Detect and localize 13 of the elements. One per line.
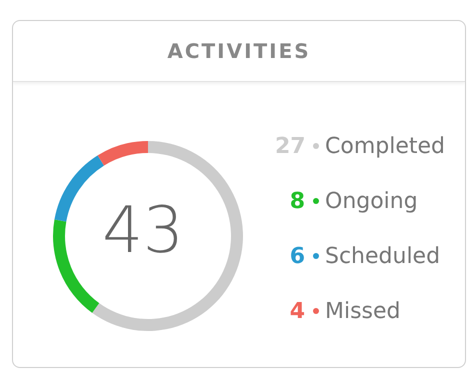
- legend-label: Scheduled: [325, 244, 440, 268]
- text: 43: [101, 193, 185, 270]
- legend-label: Missed: [325, 298, 401, 324]
- donut-slice: [53, 220, 100, 313]
- chart-title: ACTIVITIES: [13, 21, 465, 82]
- legend-label: Completed: [325, 134, 445, 158]
- donut-slice: [98, 141, 148, 166]
- legend-label: Ongoing: [325, 188, 418, 214]
- data-label: 6: [288, 244, 305, 268]
- donut-slice: [54, 155, 104, 222]
- donut-slice: [92, 141, 243, 331]
- data-label: 4: [288, 298, 305, 324]
- data-label: 8: [288, 188, 305, 214]
